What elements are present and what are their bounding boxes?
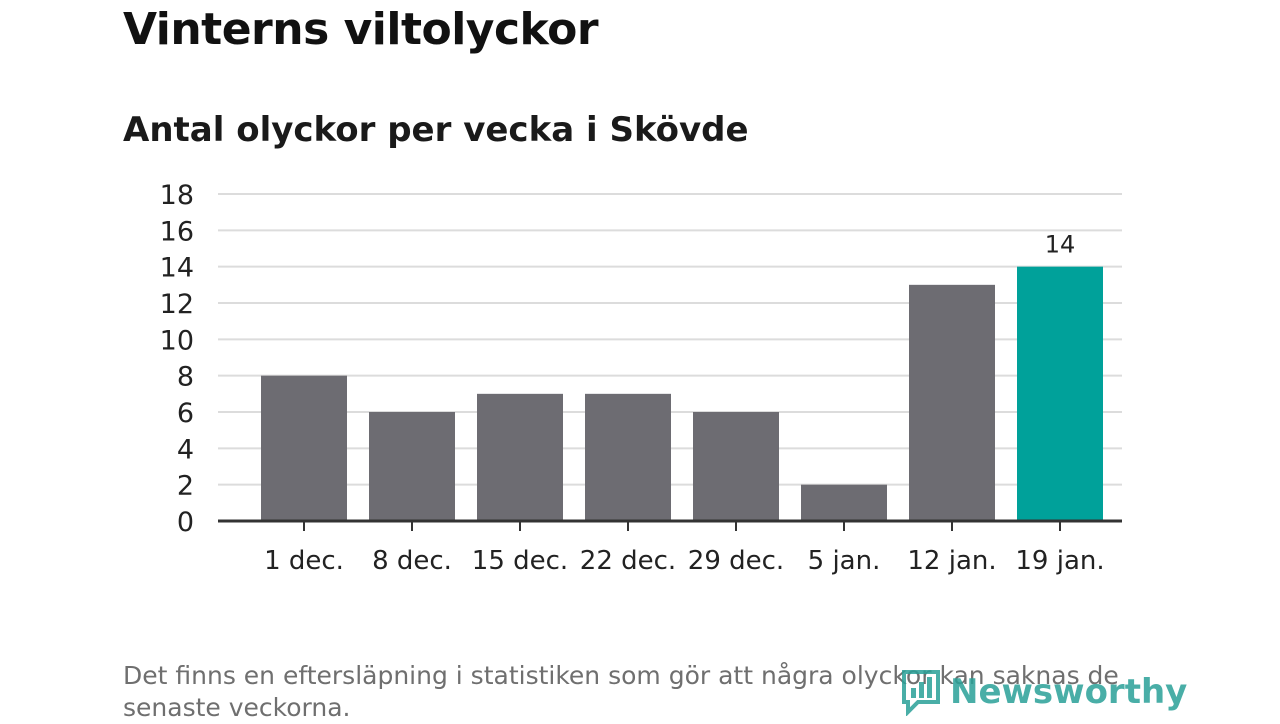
y-tick-label: 0 — [177, 507, 194, 538]
newsworthy-logo: Newsworthy — [900, 668, 1187, 716]
footnote: Det finns en eftersläpning i statistiken… — [123, 661, 1119, 722]
x-tick-label: 22 dec. — [580, 546, 676, 576]
bar-15-dec — [477, 393, 563, 521]
x-tick-label: 19 jan. — [1015, 546, 1104, 576]
bar-chart: 0 2 4 6 8 10 12 14 16 18 14 1 dec. 8 dec. 15 dec. 22… — [160, 180, 1122, 576]
y-tick-label: 2 — [177, 471, 194, 502]
bar-19-jan — [1017, 266, 1103, 521]
y-tick-label: 16 — [160, 216, 194, 247]
y-axis-tick-labels: 0 2 4 6 8 10 12 14 16 18 — [160, 180, 194, 538]
y-tick-label: 10 — [160, 325, 194, 356]
y-tick-label: 18 — [160, 180, 194, 211]
logo-text: Newsworthy — [950, 672, 1188, 712]
newsworthy-logo-icon — [902, 670, 940, 716]
bar-5-jan — [801, 484, 887, 521]
x-tick-label: 15 dec. — [472, 546, 568, 576]
x-tick-label: 1 dec. — [264, 546, 344, 576]
bar-1-dec — [261, 375, 347, 521]
bar-12-jan — [909, 284, 995, 521]
chart-subtitle: Antal olyckor per vecka i Skövde — [123, 110, 749, 150]
x-tick-label: 5 jan. — [808, 546, 881, 576]
y-tick-label: 8 — [177, 362, 194, 393]
x-tick-label: 8 dec. — [372, 546, 452, 576]
y-tick-label: 12 — [160, 289, 194, 320]
y-tick-label: 6 — [177, 398, 194, 429]
x-tick-label: 12 jan. — [907, 546, 996, 576]
data-labels: 14 — [1045, 231, 1076, 259]
x-axis: 1 dec. 8 dec. 15 dec. 22 dec. 29 dec. 5 jan. 1… — [218, 519, 1122, 576]
chart-title: Vinterns viltolyckor — [123, 4, 599, 55]
bar-29-dec — [693, 412, 779, 521]
bars — [261, 266, 1103, 521]
bar-8-dec — [369, 412, 455, 521]
data-label: 14 — [1045, 231, 1076, 259]
y-tick-label: 4 — [177, 434, 194, 465]
y-tick-label: 14 — [160, 253, 194, 284]
bar-22-dec — [585, 393, 671, 521]
x-tick-label: 29 dec. — [688, 546, 784, 576]
